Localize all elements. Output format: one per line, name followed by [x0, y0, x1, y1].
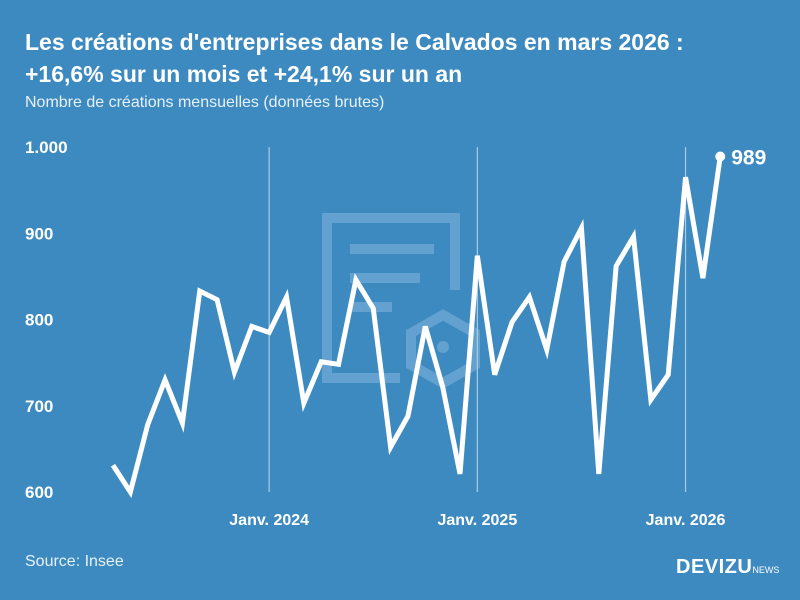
y-tick-label: 700 [25, 397, 53, 416]
x-tick-label: Janv. 2024 [229, 512, 309, 529]
last-point-marker [715, 151, 726, 162]
source-note: Source: Insee [25, 553, 124, 570]
devizu-logo: DEVIZUNEWS [676, 556, 779, 579]
series-line [110, 156, 723, 499]
x-tick-label: Janv. 2025 [437, 512, 517, 529]
x-tick-label: Janv. 2026 [646, 512, 726, 529]
y-tick-label: 900 [25, 224, 53, 243]
y-tick-label: 1.000 [25, 138, 68, 157]
chart-subtitle: Nombre de créations mensuelles (données … [25, 94, 385, 111]
title-line-1: Les créations d'entreprises dans le Calv… [25, 29, 684, 55]
title-line-2: +16,6% sur un mois et +24,1% sur un an [25, 61, 463, 87]
data-label: 989 [731, 146, 766, 169]
y-tick-label: 600 [25, 483, 53, 502]
logo-main: DEVIZU [676, 556, 753, 578]
y-tick-label: 800 [25, 311, 53, 330]
chart-title: Les créations d'entreprises dans le Calv… [25, 26, 785, 90]
logo-suffix: NEWS [752, 565, 780, 575]
